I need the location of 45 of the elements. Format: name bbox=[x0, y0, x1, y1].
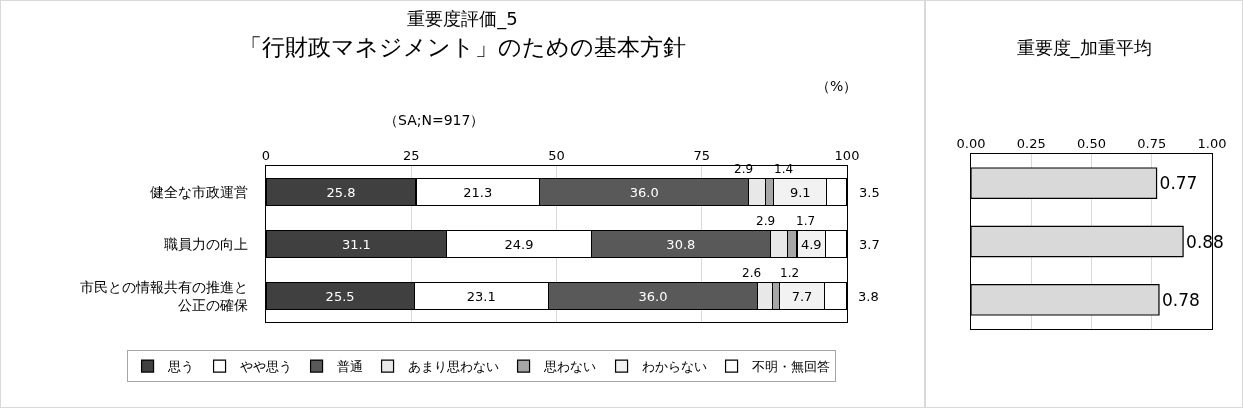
data-label: 2.9 bbox=[756, 214, 776, 228]
x-tick-label: 100 bbox=[834, 147, 860, 163]
chart-title: 重要度評価_5 「行財政マネジメント」のための基本方針 bbox=[239, 8, 686, 61]
data-label: 30.8 bbox=[666, 236, 696, 252]
y-tick-label: 健全な市政運営 bbox=[150, 183, 249, 200]
legend-label: あまり思わない bbox=[407, 359, 499, 375]
legend-label: 普通 bbox=[336, 359, 363, 375]
data-label: 7.7 bbox=[791, 288, 813, 304]
legend-label: わからない bbox=[641, 359, 707, 375]
y-tick-label: 職員力の向上 bbox=[164, 235, 249, 252]
x-tick-label: 0.00 bbox=[956, 135, 986, 151]
data-label: 21.3 bbox=[463, 184, 493, 200]
chart-subtitle: （SA;N=917） bbox=[384, 112, 485, 128]
data-label: 24.9 bbox=[504, 236, 534, 252]
data-label: 25.5 bbox=[325, 288, 355, 304]
data-label: 36.0 bbox=[638, 288, 668, 304]
data-label: 25.8 bbox=[326, 184, 356, 200]
data-label: 0.78 bbox=[1161, 289, 1200, 310]
legend-label: 思う bbox=[166, 359, 194, 375]
x-tick-label: 0.50 bbox=[1077, 135, 1106, 151]
data-label: 31.1 bbox=[341, 236, 371, 252]
x-tick-label: 75 bbox=[693, 147, 711, 163]
data-label: 36.0 bbox=[629, 184, 659, 200]
x-tick-label: 0.25 bbox=[1016, 135, 1046, 151]
x-tick-label: 50 bbox=[548, 147, 565, 163]
data-label: 2.6 bbox=[742, 266, 762, 280]
data-label: 4.9 bbox=[800, 236, 822, 252]
legend-label: やや思う bbox=[239, 359, 292, 375]
data-label: 0.77 bbox=[1159, 173, 1198, 194]
text: （%） bbox=[816, 78, 858, 94]
x-tick-label: 1.00 bbox=[1197, 135, 1227, 151]
legend-label: 不明・無回答 bbox=[751, 359, 830, 375]
legend-label: 思わない bbox=[542, 359, 596, 375]
data-label: 23.1 bbox=[466, 288, 496, 304]
data-label: 3.5 bbox=[859, 185, 880, 200]
x-tick-label: 25 bbox=[402, 147, 420, 163]
data-label: 9.1 bbox=[789, 184, 811, 200]
data-label: 3.8 bbox=[858, 289, 879, 304]
data-label: 3.7 bbox=[859, 237, 880, 252]
data-label: 1.7 bbox=[796, 214, 816, 228]
x-tick-label: 0.75 bbox=[1137, 135, 1167, 151]
x-tick-label: 0 bbox=[261, 147, 271, 163]
data-label: 1.2 bbox=[780, 266, 800, 280]
chart-title: 重要度_加重平均 bbox=[1016, 37, 1152, 60]
y-tick-label: 市民との情報共有の推進と公正の確保 bbox=[80, 278, 249, 313]
